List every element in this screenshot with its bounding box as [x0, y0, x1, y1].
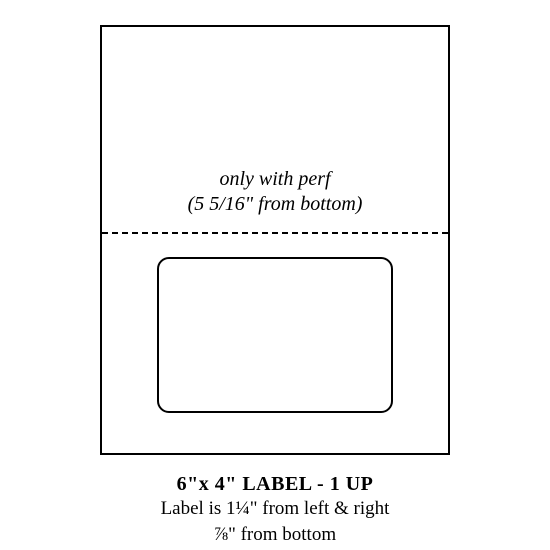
caption-title: 6"x 4" LABEL - 1 UP — [161, 473, 390, 496]
perforation-line — [102, 232, 448, 234]
label-rectangle — [157, 257, 393, 413]
caption-block: 6"x 4" LABEL - 1 UP Label is 1¼" from le… — [161, 473, 390, 547]
caption-line-1: Label is 1¼" from left & right — [161, 496, 390, 522]
annotation-line-1: only with perf — [102, 167, 448, 192]
perforation-annotation: only with perf (5 5/16" from bottom) — [102, 167, 448, 217]
label-template-sheet: only with perf (5 5/16" from bottom) — [100, 25, 450, 455]
annotation-line-2: (5 5/16" from bottom) — [102, 192, 448, 217]
caption-line-2: ⅞" from bottom — [161, 522, 390, 548]
